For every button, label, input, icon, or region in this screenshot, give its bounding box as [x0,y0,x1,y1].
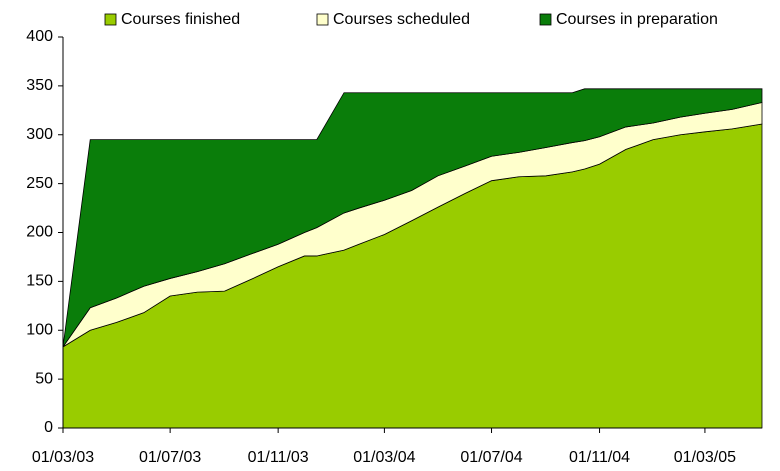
y-tick-label: 50 [35,370,53,387]
x-tick-label: 01/03/03 [32,449,94,466]
legend-label: Courses scheduled [333,11,470,28]
x-tick-label: 01/03/05 [674,449,736,466]
y-tick-label: 200 [26,224,53,241]
y-tick-label: 150 [26,273,53,290]
y-tick-label: 350 [26,77,53,94]
legend-label: Courses finished [121,11,240,28]
area [62,88,763,348]
x-tick-label: 01/11/04 [569,449,630,466]
y-tick-label: 100 [26,321,53,338]
x-tick-label: 01/03/04 [353,449,415,466]
x-tick-label: 01/07/03 [139,449,201,466]
y-tick-label: 250 [26,175,53,192]
legend-label: Courses in preparation [556,11,718,28]
y-tick-label: 400 [26,28,53,45]
y-tick-label: 0 [44,419,53,436]
legend-swatch [539,13,552,26]
x-tick-label: 01/11/03 [248,449,309,466]
x-tick-label: 01/07/04 [460,449,522,466]
y-tick-label: 300 [26,126,53,143]
legend-swatch [104,13,117,26]
legend-swatch [316,13,329,26]
